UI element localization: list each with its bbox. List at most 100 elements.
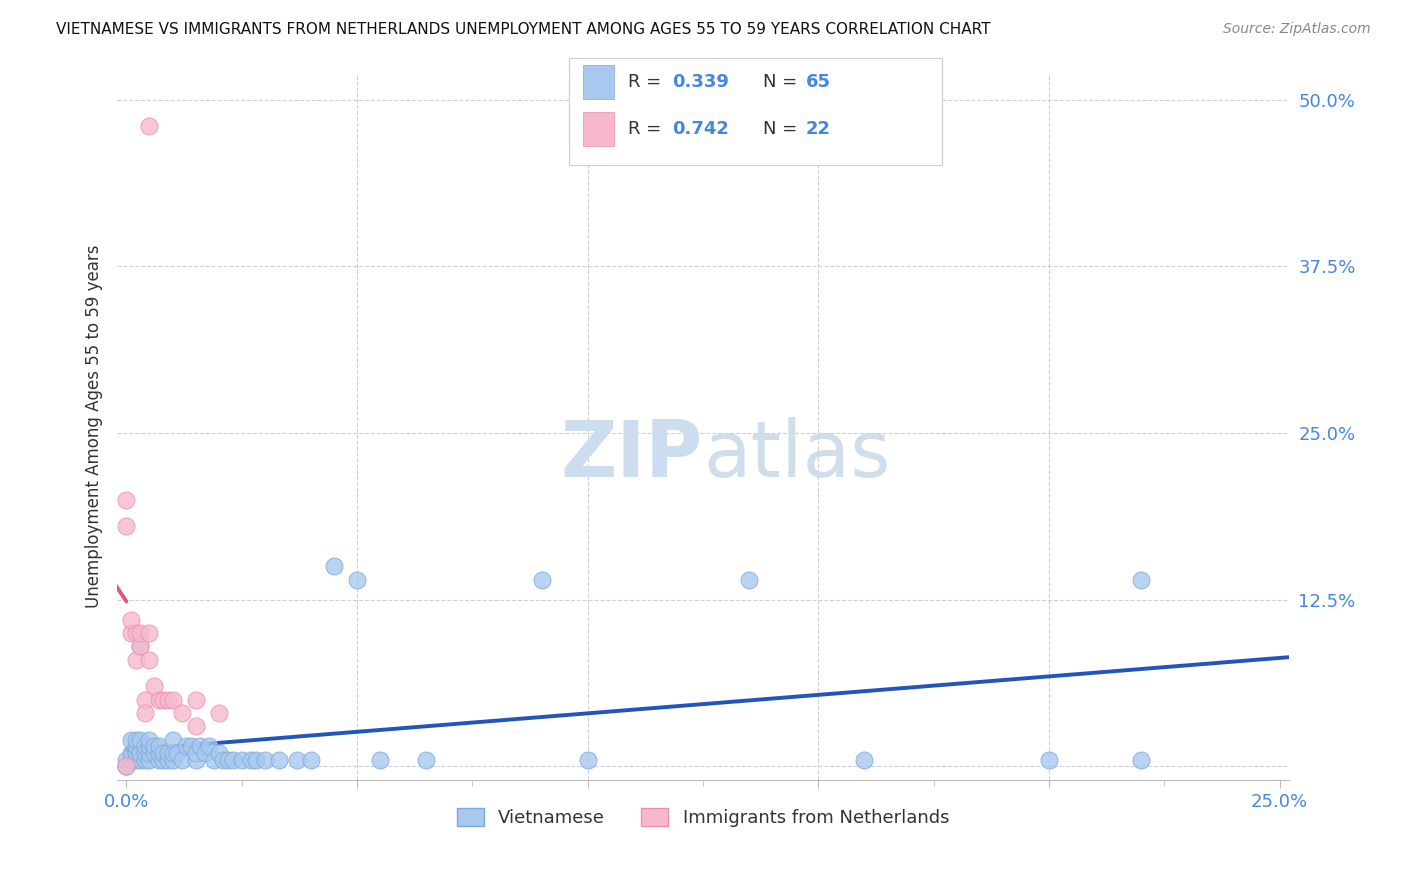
Point	[170, 753, 193, 767]
Point	[180, 739, 202, 754]
Point	[267, 753, 290, 767]
Point	[138, 652, 160, 666]
Point	[148, 739, 170, 754]
Point	[176, 739, 198, 754]
Point	[129, 640, 152, 654]
Point	[134, 739, 156, 754]
Point	[166, 746, 188, 760]
Point	[162, 753, 184, 767]
Point	[134, 753, 156, 767]
Point	[170, 706, 193, 720]
Point	[120, 746, 142, 760]
Point	[162, 692, 184, 706]
FancyBboxPatch shape	[583, 65, 614, 99]
Point	[184, 753, 207, 767]
Point	[124, 753, 146, 767]
Point	[120, 626, 142, 640]
Point	[124, 732, 146, 747]
Point	[194, 746, 217, 760]
Point	[138, 120, 160, 134]
Text: R =: R =	[628, 73, 668, 91]
Point	[239, 753, 262, 767]
Point	[120, 732, 142, 747]
Point	[323, 559, 346, 574]
Text: N =: N =	[763, 120, 803, 137]
Point	[221, 753, 243, 767]
Point	[217, 753, 239, 767]
Point	[143, 739, 166, 754]
Point	[853, 753, 876, 767]
Point	[198, 739, 221, 754]
Point	[129, 732, 152, 747]
Point	[138, 746, 160, 760]
Point	[530, 573, 553, 587]
Point	[212, 753, 235, 767]
Text: 0.742: 0.742	[672, 120, 728, 137]
Text: atlas: atlas	[703, 417, 890, 492]
Point	[134, 692, 156, 706]
Point	[129, 626, 152, 640]
Point	[156, 692, 179, 706]
Point	[129, 753, 152, 767]
Point	[124, 626, 146, 640]
Point	[299, 753, 322, 767]
Point	[115, 519, 138, 533]
Point	[124, 739, 146, 754]
FancyBboxPatch shape	[569, 58, 942, 165]
Text: ZIP: ZIP	[561, 417, 703, 492]
Point	[184, 746, 207, 760]
Point	[138, 753, 160, 767]
Point	[124, 652, 146, 666]
Point	[152, 692, 174, 706]
Point	[138, 626, 160, 640]
Text: R =: R =	[628, 120, 668, 137]
Point	[162, 746, 184, 760]
Point	[156, 753, 179, 767]
Point	[143, 746, 166, 760]
Point	[253, 753, 276, 767]
Point	[576, 753, 599, 767]
Point	[346, 573, 368, 587]
Point	[202, 753, 225, 767]
Point	[115, 759, 138, 773]
Point	[148, 692, 170, 706]
Point	[162, 732, 184, 747]
Point	[188, 739, 211, 754]
Point	[115, 753, 138, 767]
Point	[184, 719, 207, 733]
Point	[120, 613, 142, 627]
Point	[1038, 753, 1060, 767]
Point	[148, 753, 170, 767]
Point	[368, 753, 391, 767]
Point	[184, 692, 207, 706]
FancyBboxPatch shape	[583, 112, 614, 145]
Point	[138, 732, 160, 747]
Point	[115, 759, 138, 773]
Legend: Vietnamese, Immigrants from Netherlands: Vietnamese, Immigrants from Netherlands	[450, 800, 956, 834]
Point	[152, 753, 174, 767]
Point	[738, 573, 761, 587]
Point	[134, 706, 156, 720]
Point	[129, 746, 152, 760]
Point	[156, 746, 179, 760]
Point	[134, 746, 156, 760]
Point	[1130, 753, 1153, 767]
Point	[285, 753, 308, 767]
Point	[208, 746, 231, 760]
Text: 22: 22	[806, 120, 831, 137]
Point	[120, 753, 142, 767]
Y-axis label: Unemployment Among Ages 55 to 59 years: Unemployment Among Ages 55 to 59 years	[86, 244, 103, 608]
Point	[152, 746, 174, 760]
Text: 0.339: 0.339	[672, 73, 728, 91]
Text: Source: ZipAtlas.com: Source: ZipAtlas.com	[1223, 22, 1371, 37]
Point	[115, 759, 138, 773]
Point	[208, 706, 231, 720]
Point	[129, 640, 152, 654]
Point	[138, 739, 160, 754]
Text: 65: 65	[806, 73, 831, 91]
Text: VIETNAMESE VS IMMIGRANTS FROM NETHERLANDS UNEMPLOYMENT AMONG AGES 55 TO 59 YEARS: VIETNAMESE VS IMMIGRANTS FROM NETHERLAND…	[56, 22, 991, 37]
Point	[245, 753, 267, 767]
Point	[415, 753, 437, 767]
Point	[124, 746, 146, 760]
Text: N =: N =	[763, 73, 803, 91]
